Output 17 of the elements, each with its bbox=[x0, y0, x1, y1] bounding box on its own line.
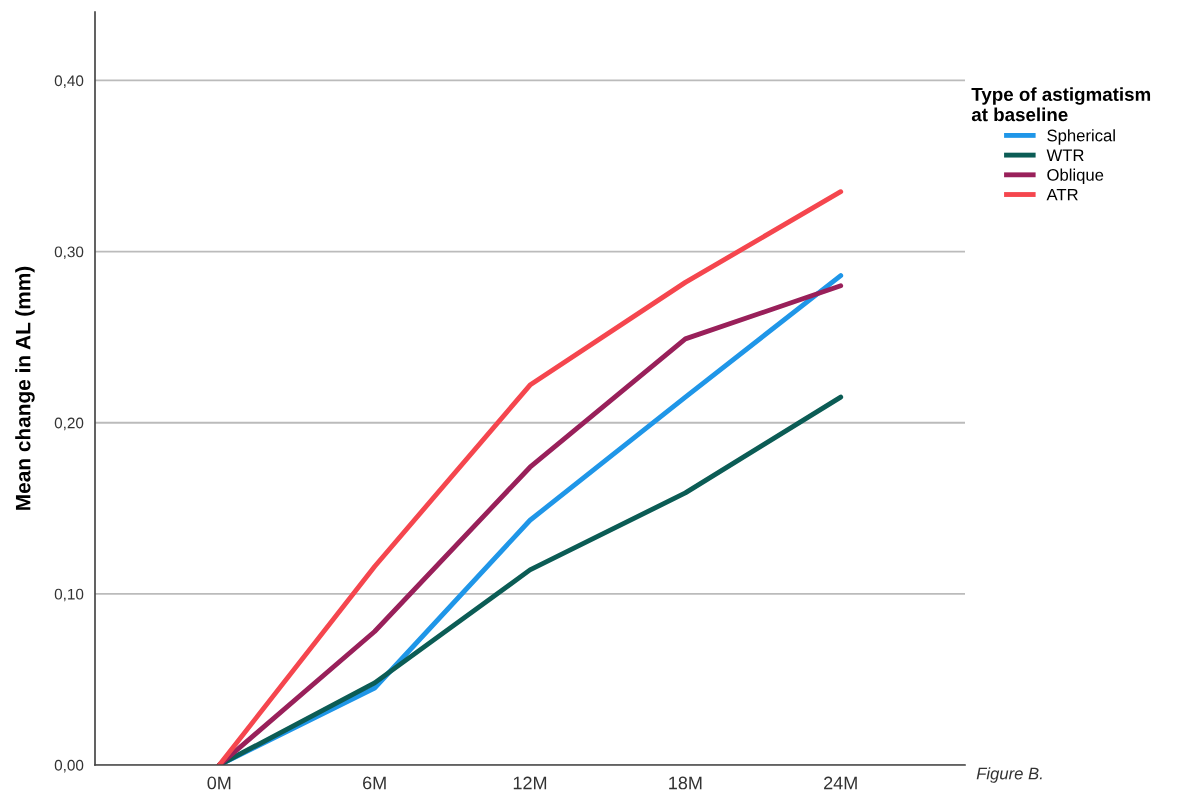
x-tick-label: 0M bbox=[207, 776, 231, 790]
y-tick-label: 0,00 bbox=[54, 759, 84, 773]
x-tick-label: 12M bbox=[513, 776, 547, 790]
x-tick-label: 18M bbox=[669, 776, 702, 790]
text: Figure B. bbox=[976, 767, 1042, 783]
legend-title: Type of astigmatism at baseline bbox=[971, 87, 1151, 122]
y-tick-label: 0,20 bbox=[54, 417, 84, 431]
legend-label: Spherical bbox=[1047, 129, 1115, 145]
y-tick-label: 0,30 bbox=[54, 246, 84, 260]
y-tick-label: 0,40 bbox=[54, 75, 84, 88]
legend-label: ATR bbox=[1046, 188, 1078, 201]
y-axis-title: Mean change in AL (mm) bbox=[15, 266, 35, 510]
legend-label: WTR bbox=[1046, 149, 1084, 161]
y-tick-label: 0,10 bbox=[54, 588, 84, 602]
legend-label: Oblique bbox=[1047, 168, 1104, 185]
x-tick-label: 6M bbox=[363, 776, 386, 790]
x-tick-label: 24M bbox=[824, 776, 857, 790]
